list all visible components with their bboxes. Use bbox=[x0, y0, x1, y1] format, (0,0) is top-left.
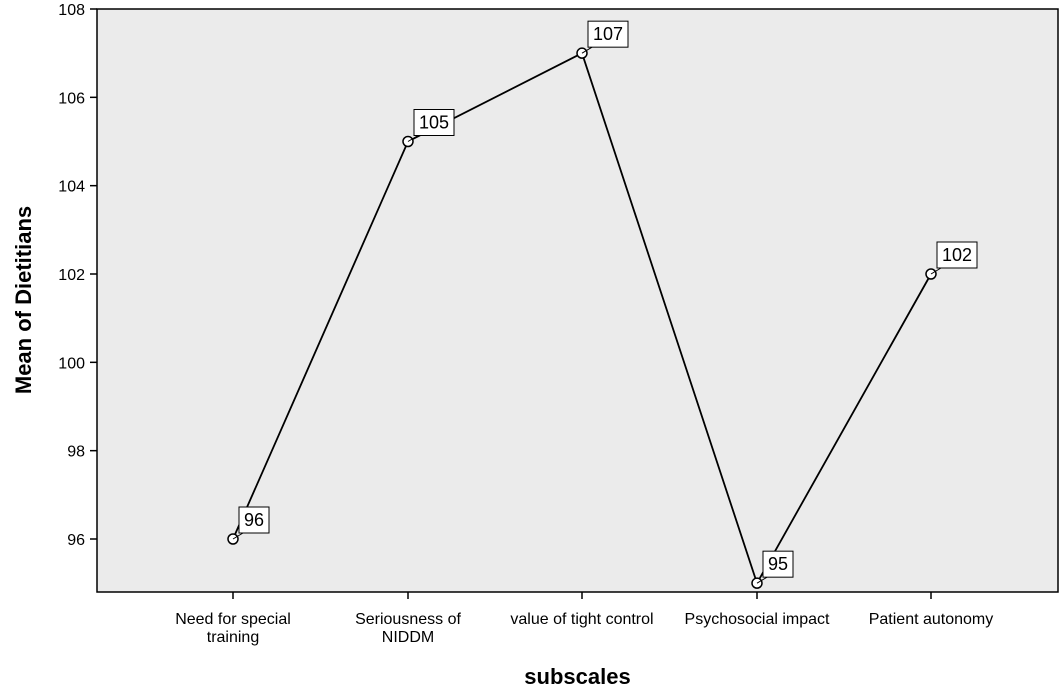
data-label-leader bbox=[407, 135, 419, 142]
x-tick-label: Patient autonomy bbox=[869, 611, 994, 628]
y-tick-label: 98 bbox=[67, 444, 85, 461]
data-label: 96 bbox=[244, 510, 264, 530]
data-label-leader bbox=[232, 532, 244, 540]
data-label-box bbox=[762, 550, 794, 578]
y-tick-label: 106 bbox=[58, 90, 85, 107]
y-axis-title: Mean of Dietitians bbox=[11, 206, 36, 394]
x-axis: Need for special training Seriousness of NI… bbox=[175, 592, 993, 646]
data-label-leader bbox=[930, 267, 942, 275]
data-label-box bbox=[413, 109, 455, 136]
data-label-leader bbox=[756, 576, 768, 584]
x-tick-label: Seriousness of NIDDM bbox=[355, 611, 461, 646]
data-label-box bbox=[238, 506, 270, 534]
y-tick-label: 96 bbox=[67, 532, 85, 549]
data-label: 95 bbox=[768, 554, 788, 574]
y-tick-label: 102 bbox=[58, 267, 85, 284]
data-label-box bbox=[587, 20, 629, 48]
y-axis: 96 98 100 102 104 106 108 bbox=[58, 2, 97, 549]
plot-area bbox=[96, 8, 1059, 593]
data-label: 107 bbox=[593, 24, 623, 44]
y-tick-label: 104 bbox=[58, 179, 85, 196]
data-label: 105 bbox=[419, 113, 449, 133]
x-tick-label: Psychosocial impact bbox=[685, 611, 831, 628]
y-tick-label: 108 bbox=[58, 2, 85, 19]
data-label: 102 bbox=[942, 245, 972, 265]
data-labels: 96 105 107 95 102 bbox=[232, 20, 978, 584]
data-label-leader bbox=[581, 46, 593, 54]
y-tick-label: 100 bbox=[58, 355, 85, 372]
data-label-box bbox=[936, 241, 978, 269]
x-axis-title: subscales bbox=[524, 664, 630, 689]
x-tick-label: Need for special training bbox=[175, 611, 291, 646]
x-tick-label: value of tight control bbox=[510, 611, 653, 628]
